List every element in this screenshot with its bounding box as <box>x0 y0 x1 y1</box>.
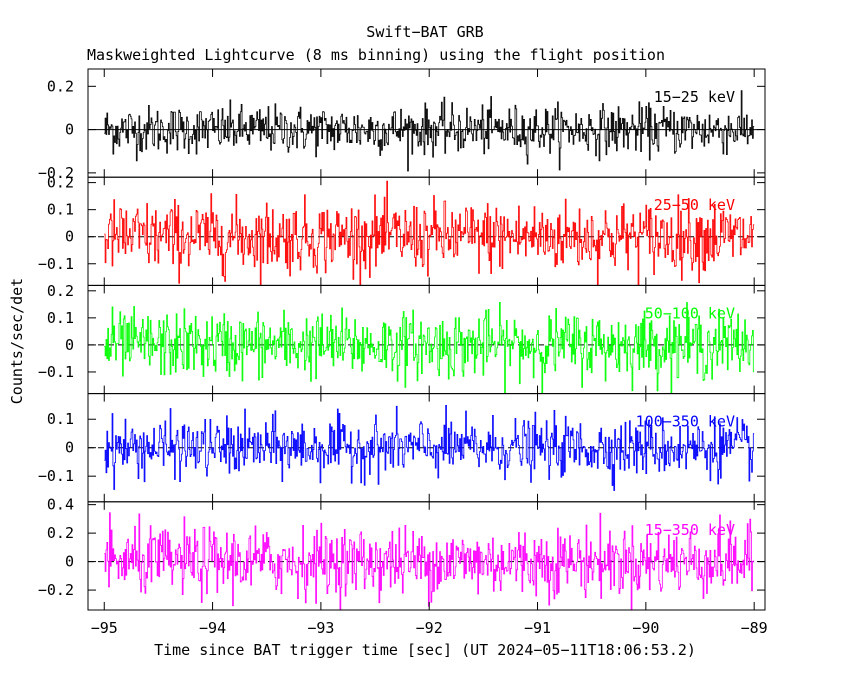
panel-frame <box>87 501 766 611</box>
x-tick-label: −91 <box>524 619 551 637</box>
y-tick-label: 0 <box>65 228 74 246</box>
x-tick-label: −93 <box>307 619 334 637</box>
y-axis-label: Counts/sec/det <box>8 278 26 404</box>
x-tick-label: −89 <box>741 619 768 637</box>
y-tick-label: −0.1 <box>38 255 74 273</box>
y-tick-label: 0.1 <box>47 309 74 327</box>
y-tick-label: −0.2 <box>38 164 74 182</box>
band-label: 50−100 keV <box>645 304 735 322</box>
band-label: 15−25 keV <box>654 88 735 106</box>
y-tick-label: −0.2 <box>38 581 74 599</box>
series-line <box>104 405 755 491</box>
panel-frame <box>87 176 766 286</box>
band-label: 25−50 keV <box>654 196 735 214</box>
y-tick-label: 0.2 <box>47 282 74 300</box>
y-tick-label: 0.1 <box>47 201 74 219</box>
y-tick-label: 0.2 <box>47 77 74 95</box>
y-tick-label: 0 <box>65 553 74 571</box>
y-tick-label: −0.1 <box>38 467 74 485</box>
panel-1: 0.2 0 −0.2 15−25 keV <box>38 68 766 182</box>
y-tick-label: 0 <box>65 336 74 354</box>
panel-4: 0.1 0 −0.1 100−350 keV <box>38 393 766 503</box>
y-tick-label: 0.1 <box>47 410 74 428</box>
x-tick-label: −90 <box>632 619 659 637</box>
panel-5: 0.4 0.2 0 −0.2 15−350 keV <box>38 496 766 611</box>
chart-title: Swift−BAT GRB <box>366 23 483 41</box>
y-tick-label: 0 <box>65 121 74 139</box>
series-line <box>104 301 755 394</box>
x-tick-label: −95 <box>91 619 118 637</box>
series-line <box>104 180 755 286</box>
y-tick-label: −0.1 <box>38 363 74 381</box>
panel-2: 0.2 0.1 0 −0.1 25−50 keV <box>38 174 766 286</box>
x-axis-label: Time since BAT trigger time [sec] (UT 20… <box>154 641 696 659</box>
panel-3: 0.2 0.1 0 −0.1 50−100 keV <box>38 282 766 395</box>
x-tick-label: −94 <box>199 619 226 637</box>
y-tick-label: 0.4 <box>47 496 74 514</box>
x-tick-label: −92 <box>416 619 443 637</box>
series-line <box>104 90 755 172</box>
y-tick-label: 0.2 <box>47 524 74 542</box>
chart-subtitle: Maskweighted Lightcurve (8 ms binning) u… <box>87 46 665 64</box>
band-label: 15−350 keV <box>645 521 735 539</box>
series-line <box>104 512 755 610</box>
y-tick-label: 0.2 <box>47 174 74 192</box>
y-tick-label: 0 <box>65 439 74 457</box>
band-label: 100−350 keV <box>636 413 735 431</box>
